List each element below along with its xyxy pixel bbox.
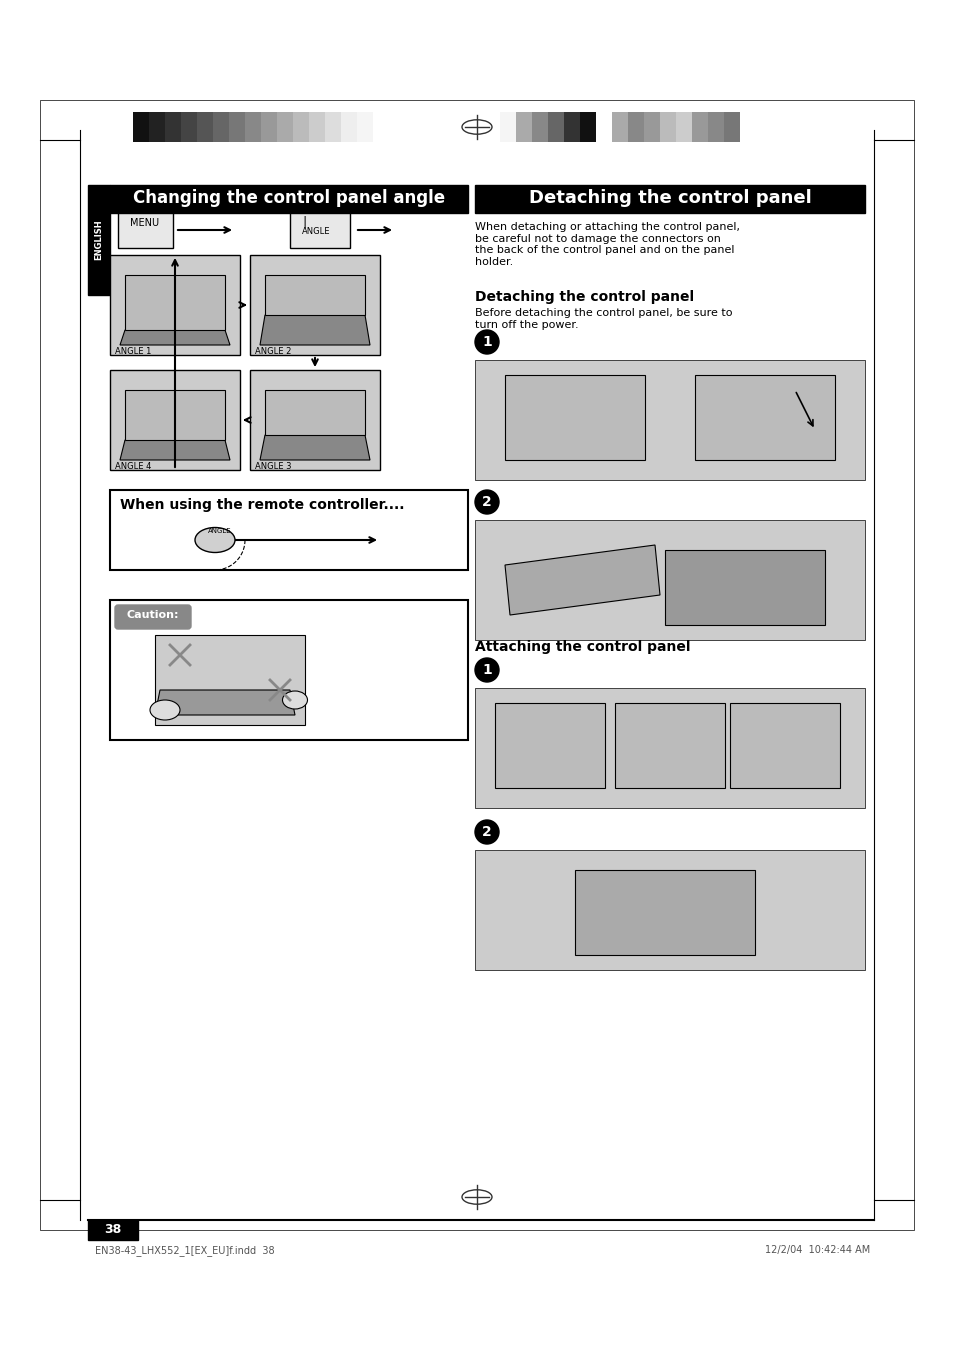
Bar <box>290 213 350 249</box>
Bar <box>695 376 834 459</box>
Bar <box>196 112 213 142</box>
Polygon shape <box>265 276 365 315</box>
Polygon shape <box>120 440 230 459</box>
Circle shape <box>475 820 498 844</box>
Polygon shape <box>504 544 659 615</box>
Bar <box>229 112 245 142</box>
Text: 2: 2 <box>481 825 492 839</box>
Polygon shape <box>120 330 230 345</box>
Bar <box>261 112 276 142</box>
Bar <box>504 376 644 459</box>
Text: Detaching the control panel: Detaching the control panel <box>475 290 694 304</box>
Bar <box>293 112 309 142</box>
Bar <box>691 112 707 142</box>
Bar <box>659 112 676 142</box>
Bar <box>110 185 468 213</box>
Circle shape <box>475 658 498 682</box>
Ellipse shape <box>282 690 307 709</box>
Polygon shape <box>154 690 294 715</box>
Bar <box>245 112 261 142</box>
Text: 1: 1 <box>481 335 492 349</box>
Bar <box>181 112 196 142</box>
Bar <box>213 112 229 142</box>
Polygon shape <box>265 390 365 435</box>
Bar <box>149 112 165 142</box>
Text: Caution:: Caution: <box>127 611 179 620</box>
Polygon shape <box>260 315 370 345</box>
Text: MENU: MENU <box>131 218 159 228</box>
Bar <box>579 112 596 142</box>
Circle shape <box>475 490 498 513</box>
Bar <box>532 112 547 142</box>
Text: Detaching the control panel: Detaching the control panel <box>528 189 810 207</box>
FancyBboxPatch shape <box>115 605 191 630</box>
Bar <box>110 600 468 740</box>
Bar <box>250 370 379 470</box>
Bar <box>615 703 724 788</box>
Ellipse shape <box>150 700 180 720</box>
Text: Attaching the control panel: Attaching the control panel <box>475 640 690 654</box>
Bar <box>88 185 110 295</box>
Bar <box>309 112 325 142</box>
Polygon shape <box>125 276 225 330</box>
Text: Changing the control panel angle: Changing the control panel angle <box>132 189 445 207</box>
Bar <box>547 112 563 142</box>
Bar <box>627 112 643 142</box>
Bar <box>340 112 356 142</box>
Bar <box>356 112 373 142</box>
Bar <box>612 112 627 142</box>
Bar <box>729 703 840 788</box>
Bar <box>325 112 340 142</box>
Ellipse shape <box>194 527 234 553</box>
Bar <box>276 112 293 142</box>
Bar <box>475 850 864 970</box>
Text: 2: 2 <box>481 494 492 509</box>
Text: ANGLE 1: ANGLE 1 <box>115 347 152 357</box>
Bar <box>475 185 864 213</box>
Text: ANGLE 3: ANGLE 3 <box>254 462 292 471</box>
Bar <box>707 112 723 142</box>
Polygon shape <box>260 435 370 459</box>
Bar <box>596 112 612 142</box>
Text: EN38-43_LHX552_1[EX_EU]f.indd  38: EN38-43_LHX552_1[EX_EU]f.indd 38 <box>95 1246 274 1256</box>
Bar <box>575 870 754 955</box>
Bar <box>516 112 532 142</box>
Polygon shape <box>125 390 225 440</box>
Bar <box>88 1220 138 1240</box>
Bar <box>499 112 516 142</box>
Bar <box>643 112 659 142</box>
Bar <box>110 255 240 355</box>
Bar <box>132 112 149 142</box>
Text: ANGLE: ANGLE <box>208 528 232 534</box>
Bar <box>563 112 579 142</box>
Bar <box>165 112 181 142</box>
Text: 12/2/04  10:42:44 AM: 12/2/04 10:42:44 AM <box>764 1246 869 1255</box>
Bar <box>495 703 604 788</box>
Bar <box>475 520 864 640</box>
Bar <box>475 359 864 480</box>
Text: ANGLE 4: ANGLE 4 <box>115 462 152 471</box>
Bar <box>475 688 864 808</box>
Bar <box>110 490 468 570</box>
Text: ENGLISH: ENGLISH <box>94 220 103 261</box>
Bar <box>723 112 740 142</box>
Bar <box>110 370 240 470</box>
Text: ANGLE 2: ANGLE 2 <box>254 347 291 357</box>
Text: 1: 1 <box>481 663 492 677</box>
Bar <box>676 112 691 142</box>
Text: ANGLE: ANGLE <box>302 227 330 236</box>
Bar <box>250 255 379 355</box>
Bar <box>154 635 305 725</box>
Text: Before detaching the control panel, be sure to
turn off the power.: Before detaching the control panel, be s… <box>475 308 732 330</box>
Text: 38: 38 <box>104 1223 121 1236</box>
Bar <box>40 100 913 1229</box>
Text: When detaching or attaching the control panel,
be careful not to damage the conn: When detaching or attaching the control … <box>475 222 740 266</box>
Text: When using the remote controller....: When using the remote controller.... <box>120 499 404 512</box>
Bar <box>664 550 824 626</box>
Text: |: | <box>302 216 306 230</box>
Circle shape <box>475 330 498 354</box>
Bar <box>118 213 172 249</box>
